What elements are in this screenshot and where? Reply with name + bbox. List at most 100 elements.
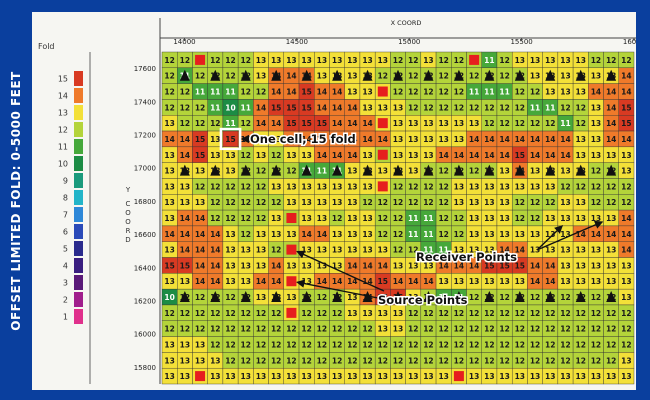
cell-value: 13 [164,340,174,349]
cell-value: 12 [378,340,388,349]
cell-value: 13 [317,198,327,207]
cell-value: 12 [393,182,403,191]
cell-value: 12 [301,325,311,334]
cell-value: 13 [332,372,342,381]
cell-value: 15 [378,293,388,302]
cell-value: 12 [560,325,570,334]
legend-label-4: 4 [63,262,68,271]
legend-swatch-2 [74,292,83,307]
cell-value: 13 [347,246,357,255]
legend-swatch-9 [74,173,83,188]
cell-value: 13 [301,182,311,191]
cell-value: 13 [560,277,570,286]
cell-value: 13 [347,372,357,381]
cell-value: 13 [362,309,372,318]
cell-value: 12 [241,182,251,191]
cell-value: 12 [499,56,509,65]
receiver-point [332,164,343,176]
cell-value: 15 [225,135,235,144]
cell-value: 12 [317,309,327,318]
cell-value: 10 [225,103,235,112]
receiver-point [210,291,221,303]
cell-value: 14 [515,135,525,144]
cell-value: 12 [575,103,585,112]
cell-value: 12 [560,182,570,191]
cell-value: 12 [210,119,220,128]
cell-value: 14 [545,135,555,144]
side-title-text: OFFSET LIMITED FOLD: 0-5000 FEET [9,71,23,331]
cell-value: 12 [545,340,555,349]
cell-value: 12 [393,230,403,239]
cell-value: 12 [530,356,540,365]
cell-value: 11 [438,246,448,255]
cell-value: 14 [469,135,479,144]
receiver-point [606,164,617,176]
cell-value: 13 [560,167,570,176]
legend-swatch-15 [74,71,83,86]
x-tick-16000: 16000 [623,38,636,46]
cell-value: 12 [545,119,555,128]
cell-value: 13 [301,56,311,65]
cell-value: 13 [606,277,616,286]
cell-value: 13 [408,119,418,128]
cell-value: 13 [591,372,601,381]
cell-value: 12 [438,198,448,207]
cell-value: 12 [515,88,525,97]
cell-value: 13 [591,135,601,144]
cell-value: 13 [591,246,601,255]
cell-value: 14 [317,277,327,286]
legend-title: Fold [38,42,55,51]
cell-value: 13 [438,372,448,381]
cell-value: 12 [423,198,433,207]
cell-value: 12 [393,56,403,65]
cell-value: 13 [499,277,509,286]
cell-value: 14 [362,261,372,270]
cell-value: 12 [225,309,235,318]
cell-value: 12 [591,293,601,302]
cell-value: 12 [591,167,601,176]
receiver-point [271,164,282,176]
cell-value: 13 [515,56,525,65]
cell-value: 13 [164,214,174,223]
cell-value: 12 [378,214,388,223]
cell-value: 13 [545,182,555,191]
cell-value: 12 [484,325,494,334]
receiver-point [240,164,251,176]
cell-value: 12 [621,198,631,207]
cell-value: 13 [575,56,585,65]
cell-value: 12 [332,356,342,365]
cell-value: 12 [347,325,357,334]
cell-value: 12 [286,340,296,349]
cell-value: 13 [469,277,479,286]
cell-value: 12 [256,214,266,223]
cell-value: 11 [423,214,433,223]
cell-value: 14 [545,151,555,160]
cell-value: 13 [225,261,235,270]
cell-value: 12 [499,340,509,349]
cell-value: 13 [241,372,251,381]
cell-value: 13 [454,135,464,144]
cell-value: 13 [515,372,525,381]
cell-value: 12 [515,214,525,223]
cell-value: 14 [271,119,281,128]
x-tick-15500: 15500 [510,38,532,46]
source-point [286,307,297,318]
cell-value: 12 [499,72,509,81]
cell-value: 13 [575,214,585,223]
y-tick-17400: 17400 [134,98,156,106]
cell-value: 13 [499,372,509,381]
cell-value: 12 [241,340,251,349]
cell-value: 13 [423,119,433,128]
cell-value: 12 [408,72,418,81]
cell-value: 13 [530,167,540,176]
cell-value: 14 [545,277,555,286]
cell-value: 14 [362,119,372,128]
cell-value: 14 [621,214,631,223]
cell-value: 13 [423,261,433,270]
cell-value: 13 [164,119,174,128]
cell-value: 14 [530,135,540,144]
cell-value: 13 [347,309,357,318]
cell-value: 12 [180,119,190,128]
cell-value: 13 [271,182,281,191]
cell-value: 12 [454,56,464,65]
